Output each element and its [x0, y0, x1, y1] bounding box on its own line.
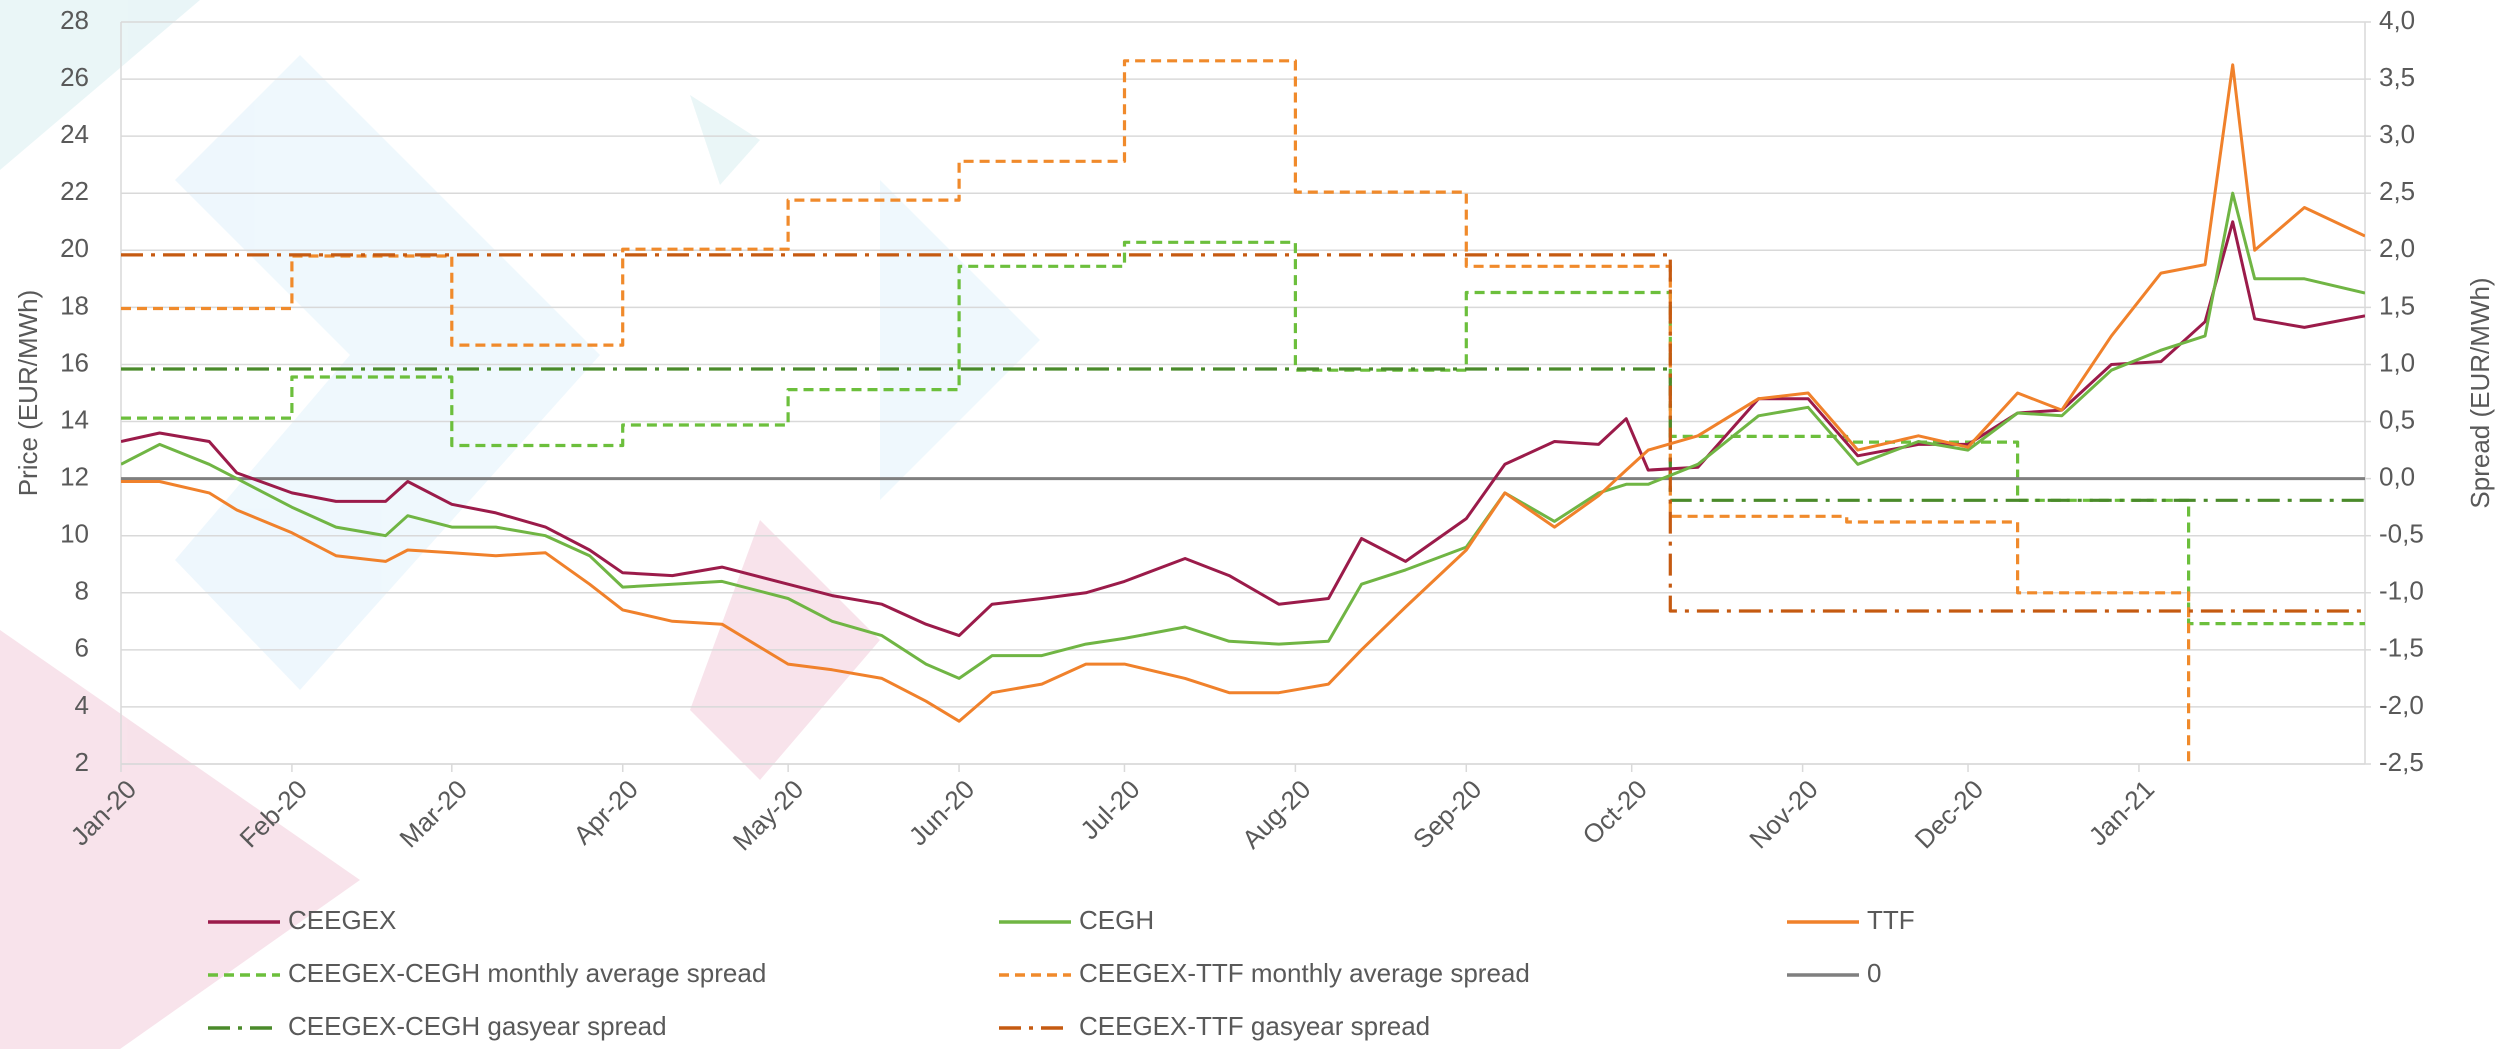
legend-label: CEGH — [1079, 905, 1154, 935]
y2-tick-label: 1,5 — [2379, 290, 2415, 320]
background-decoration — [0, 0, 1040, 1049]
chart: Price (EUR/MWh) Spread (EUR/MWh) 2468101… — [0, 0, 2506, 1049]
x-tick-label: Jul-20 — [1074, 774, 1145, 845]
legend-label: CEEGEX-TTF gasyear spread — [1079, 1011, 1430, 1041]
y-tick-label: 12 — [60, 461, 89, 491]
y2-tick-label: -2,5 — [2379, 747, 2424, 777]
y2-tick-label: 1,0 — [2379, 347, 2415, 377]
legend-label: CEEGEX — [288, 905, 396, 935]
y-tick-label: 2 — [75, 747, 89, 777]
y-tick-label: 26 — [60, 62, 89, 92]
legend-label: TTF — [1867, 905, 1915, 935]
y2-tick-label: 2,5 — [2379, 176, 2415, 206]
legend-label: CEEGEX-TTF monthly average spread — [1079, 958, 1530, 988]
y-tick-label: 10 — [60, 519, 89, 549]
x-tick-label: Nov-20 — [1743, 774, 1823, 854]
y2-tick-label: -1,0 — [2379, 576, 2424, 606]
x-tick-label: Aug-20 — [1236, 774, 1316, 854]
x-tick-label: Oct-20 — [1576, 774, 1652, 850]
x-tick-label: Sep-20 — [1407, 774, 1487, 854]
y-tick-label: 22 — [60, 176, 89, 206]
legend-label: CEEGEX-CEGH monthly average spread — [288, 958, 766, 988]
x-tick-label: Dec-20 — [1909, 774, 1989, 854]
y2-tick-label: -0,5 — [2379, 519, 2424, 549]
legend-label: CEEGEX-CEGH gasyear spread — [288, 1011, 667, 1041]
x-tick-label: Apr-20 — [567, 774, 643, 850]
y2-tick-label: 4,0 — [2379, 5, 2415, 35]
y-tick-label: 24 — [60, 119, 89, 149]
y-axis-title: Price (EUR/MWh) — [13, 290, 43, 497]
x-tick-label: May-20 — [727, 774, 810, 857]
y2-tick-label: -2,0 — [2379, 690, 2424, 720]
y-tick-label: 18 — [60, 290, 89, 320]
y-tick-label: 28 — [60, 5, 89, 35]
y-tick-label: 4 — [75, 690, 89, 720]
x-tick-label: Mar-20 — [393, 774, 472, 853]
y2-tick-label: 3,0 — [2379, 119, 2415, 149]
y2-tick-label: -1,5 — [2379, 633, 2424, 663]
y2-tick-label: 0,5 — [2379, 404, 2415, 434]
y2-tick-label: 3,5 — [2379, 62, 2415, 92]
x-tick-label: Jan-21 — [2083, 774, 2160, 851]
y-tick-label: 8 — [75, 576, 89, 606]
y-tick-label: 14 — [60, 404, 89, 434]
y2-tick-label: 2,0 — [2379, 233, 2415, 263]
legend-label: 0 — [1867, 958, 1881, 988]
y2-tick-label: 0,0 — [2379, 461, 2415, 491]
y2-axis-title: Spread (EUR/MWh) — [2465, 277, 2495, 508]
y-tick-label: 16 — [60, 347, 89, 377]
y-tick-label: 20 — [60, 233, 89, 263]
x-tick-label: Jun-20 — [903, 774, 980, 851]
y-tick-label: 6 — [75, 633, 89, 663]
